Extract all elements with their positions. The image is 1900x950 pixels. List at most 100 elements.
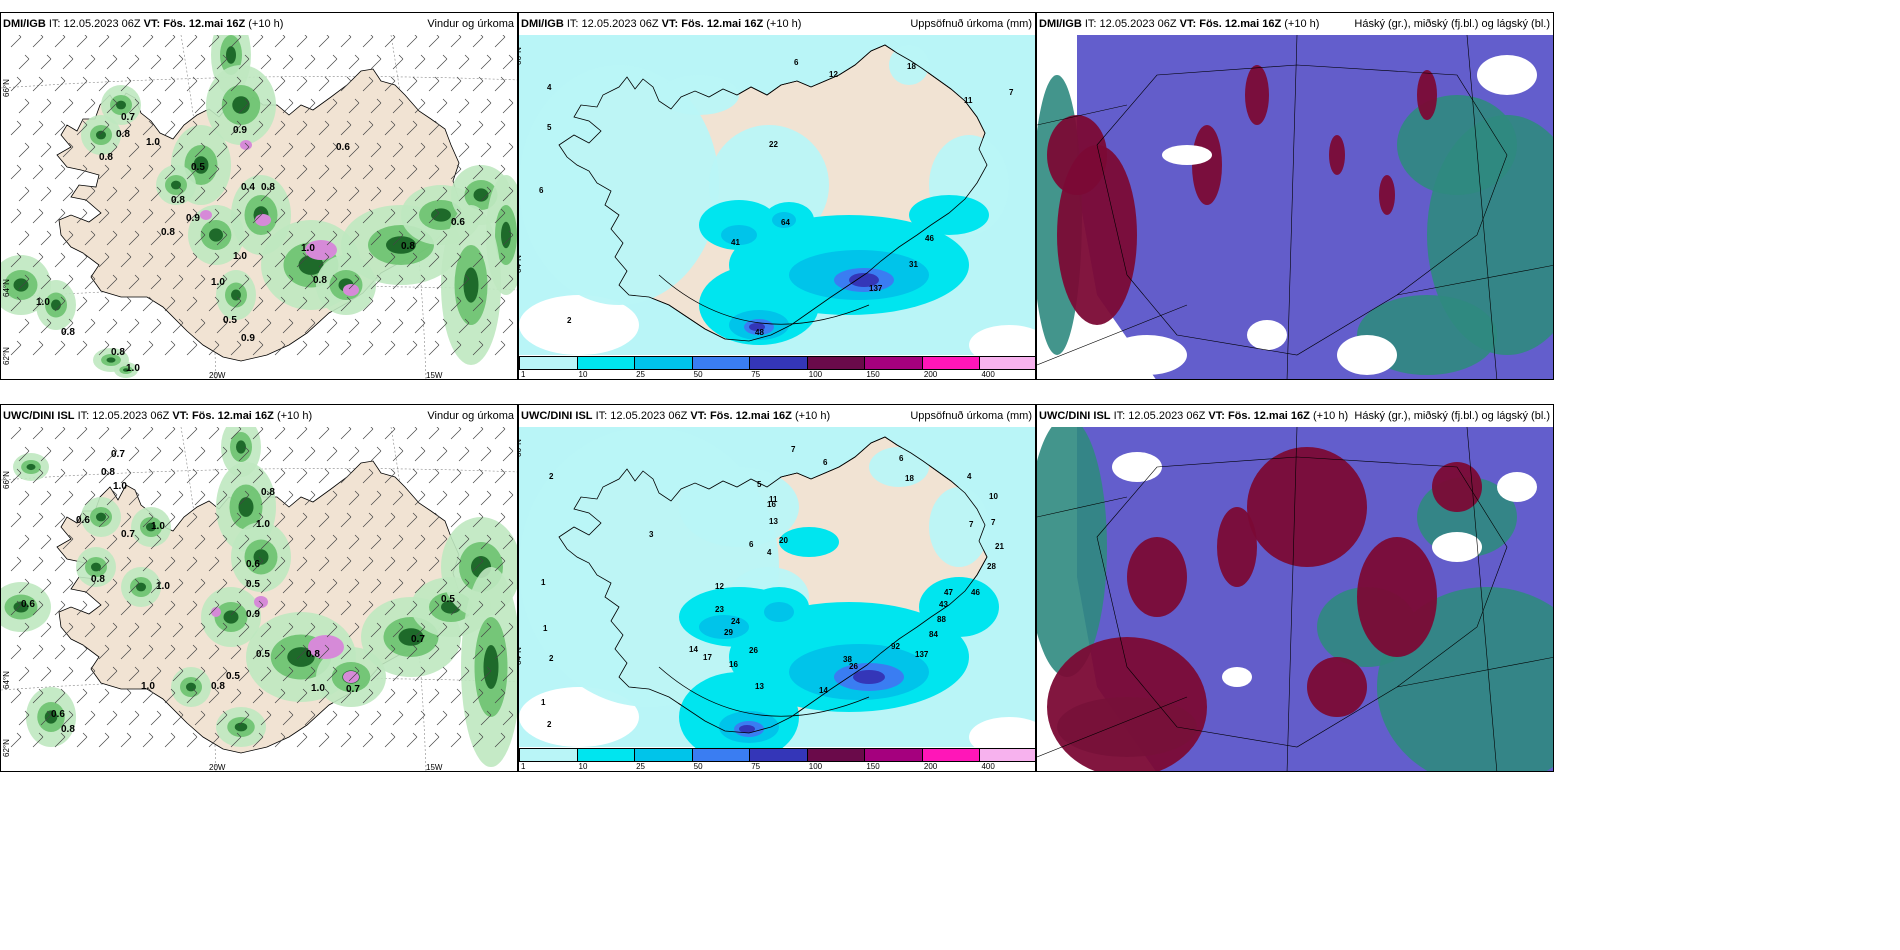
precip-value-label: 0.8	[261, 182, 275, 193]
colorbar-segment	[864, 748, 923, 762]
colorbar-segment	[691, 356, 751, 370]
product-title: Uppsöfnuð úrkoma (mm)	[910, 18, 1032, 30]
precip-value-label: 0.6	[76, 515, 90, 526]
precip-value-label: 0.5	[223, 315, 237, 326]
lead-time: (+10 h)	[794, 410, 831, 422]
precip-total-label: 6	[749, 540, 754, 549]
precip-total-label: 6	[794, 58, 799, 67]
colorbar-segment	[921, 356, 981, 370]
panel-header: DMI/IGB IT: 12.05.2023 06Z VT: Fös. 12.m…	[1037, 13, 1553, 35]
valid-time: Fös. 12.mai 16Z	[1199, 18, 1282, 30]
model-name: UWC/DINI ISL	[1039, 410, 1111, 422]
precip-value-label: 0.7	[411, 634, 425, 645]
precip-total-label: 2	[567, 316, 572, 325]
model-name: DMI/IGB	[521, 18, 564, 30]
colorbar-tick-label: 100	[808, 370, 823, 379]
lat-label-66n: 66°N	[519, 47, 523, 65]
model-name: DMI/IGB	[3, 18, 46, 30]
panel-header: UWC/DINI ISL IT: 12.05.2023 06Z VT: Fös.…	[519, 405, 1035, 427]
panel-header: DMI/IGB IT: 12.05.2023 06Z VT: Fös. 12.m…	[1, 13, 517, 35]
precip-total-label: 21	[995, 542, 1004, 551]
colorbar-segment	[921, 748, 981, 762]
precip-total-label: 1	[541, 698, 546, 707]
init-time: 12.05.2023 06Z	[581, 18, 659, 30]
lat-label-62n: 62°N	[2, 347, 11, 365]
precip-value-label: 1.0	[256, 519, 270, 530]
precip-value-label: 0.5	[246, 579, 260, 590]
precip-value-label: 0.8	[401, 241, 415, 252]
precip-total-label: 6	[539, 186, 544, 195]
panel-header: UWC/DINI ISL IT: 12.05.2023 06Z VT: Fös.…	[1037, 405, 1553, 427]
precip-total-label: 16	[729, 660, 738, 669]
colorbar-tick-label: 400	[981, 370, 995, 379]
precip-value-label: 0.8	[116, 129, 130, 140]
precip-total-label: 12	[829, 70, 838, 79]
precip-total-label: 7	[1009, 88, 1014, 97]
lon-label-15w: 15W	[426, 763, 443, 772]
colorbar-segment	[634, 356, 693, 370]
precip-total-label: 17	[703, 653, 712, 662]
colorbar-segment	[979, 356, 1035, 370]
precip-value-label: 0.9	[233, 125, 247, 136]
precip-total-label: 6	[899, 454, 904, 463]
precip-total-label: 26	[849, 662, 858, 671]
precip-value-label: 0.7	[111, 449, 125, 460]
colorbar-tick-label: 75	[751, 370, 761, 379]
precip-total-label: 23	[715, 605, 724, 614]
colorbar-tick-label: 75	[751, 762, 761, 771]
precip-value-label: 0.6	[246, 559, 260, 570]
precip-value-label: 1.0	[36, 297, 50, 308]
precip-total-label: 7	[969, 520, 974, 529]
lat-label-64n: 64°N	[519, 255, 523, 273]
lat-label-66n: 66°N	[2, 79, 11, 97]
precip-total-label: 24	[731, 617, 740, 626]
colorbar-segment	[519, 356, 578, 370]
init-time: 12.05.2023 06Z	[1099, 18, 1177, 30]
precip-total-label: 31	[909, 260, 918, 269]
precip-value-label: 0.8	[61, 724, 75, 735]
precip-colorbar: 1 10 25 50 75 100 150 200 400	[519, 354, 1035, 379]
colorbar-tick-label: 10	[578, 762, 588, 771]
valid-time: Fös. 12.mai 16Z	[1227, 410, 1310, 422]
product-title: Uppsöfnuð úrkoma (mm)	[910, 410, 1032, 422]
colorbar-tick-label: 100	[808, 762, 823, 771]
colorbar-segment	[576, 748, 636, 762]
precip-value-label: 1.0	[156, 581, 170, 592]
precip-value-label: 0.5	[441, 594, 455, 605]
lead-time: (+10 h)	[248, 18, 284, 30]
precip-value-label: 0.9	[186, 213, 200, 224]
model-name: UWC/DINI ISL	[521, 410, 593, 422]
lat-label-64n: 64°N	[519, 647, 523, 665]
precip-value-label: 1.0	[126, 363, 140, 374]
valid-time: Fös. 12.mai 16Z	[163, 18, 246, 30]
precip-total-label: 10	[989, 492, 998, 501]
panel-uwc-precip: UWC/DINI ISL IT: 12.05.2023 06Z VT: Fös.…	[518, 404, 1036, 772]
colorbar-tick-label: 200	[923, 370, 938, 379]
precip-total-label: 16	[767, 500, 776, 509]
precip-value-label: 1.0	[113, 481, 127, 492]
colorbar-tick-label: 50	[693, 762, 703, 771]
colorbar-tick-label: 150	[866, 370, 880, 379]
map-cloud-cover	[1037, 35, 1553, 379]
lon-label-20w: 20W	[209, 763, 226, 772]
lat-label-64n: 64°N	[2, 279, 11, 297]
lead-time: (+10 h)	[766, 18, 802, 30]
precip-total-label: 5	[547, 123, 552, 132]
lead-time: (+10 h)	[1284, 18, 1320, 30]
product-title: Vindur og úrkoma	[427, 410, 514, 422]
lead-time: (+10 h)	[276, 410, 313, 422]
colorbar-tick-label: 1	[521, 762, 526, 771]
product-title: Háský (gr.), miðský (fj.bl.) og lágský (…	[1354, 18, 1550, 30]
precip-total-label: 4	[967, 472, 972, 481]
precip-value-label: 0.8	[261, 487, 275, 498]
precip-total-label: 18	[907, 62, 916, 71]
precip-value-label: 0.4	[241, 182, 255, 193]
panel-dmi-cloud: DMI/IGB IT: 12.05.2023 06Z VT: Fös. 12.m…	[1036, 12, 1554, 380]
precip-value-label: 1.0	[151, 521, 165, 532]
precip-total-label: 2	[547, 720, 552, 729]
init-time: 12.05.2023 06Z	[63, 18, 141, 30]
precip-value-label: 1.0	[211, 277, 225, 288]
precip-total-label: 13	[755, 682, 764, 691]
precip-total-label: 7	[791, 445, 796, 454]
